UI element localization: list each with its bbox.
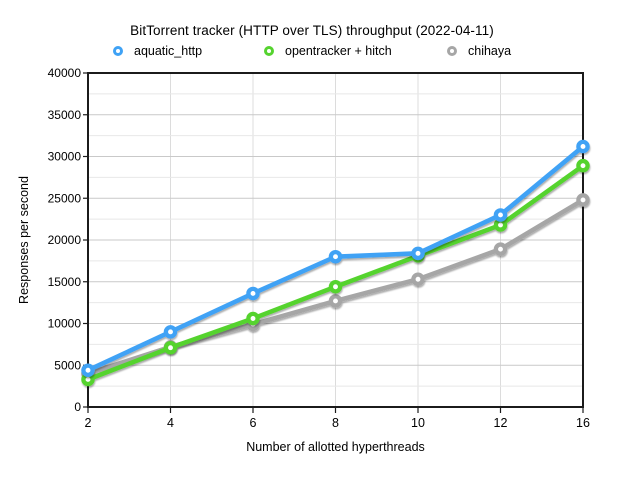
data-point-marker xyxy=(163,340,178,355)
legend-item-opentracker-hitch: opentracker + hitch xyxy=(264,44,392,58)
y-tick-label: 25000 xyxy=(48,191,82,205)
y-axis-title: Responses per second xyxy=(17,176,31,304)
y-tick-label: 5000 xyxy=(54,358,81,372)
data-point-marker xyxy=(493,208,508,222)
data-point-marker xyxy=(246,286,260,301)
y-tick-label: 30000 xyxy=(48,150,82,164)
legend-marker-circle-icon xyxy=(264,46,274,56)
x-axis-title: Number of allotted hyperthreads xyxy=(246,440,425,454)
y-tick-label: 0 xyxy=(74,400,81,414)
legend-item-chihaya: chihaya xyxy=(447,44,511,58)
x-tick-label: 12 xyxy=(494,416,508,430)
data-point-marker xyxy=(493,242,508,256)
data-point-marker xyxy=(576,193,590,207)
legend-label: chihaya xyxy=(468,44,512,58)
x-tick-label: 8 xyxy=(332,416,339,430)
data-point-marker xyxy=(163,325,178,339)
y-tick-label: 20000 xyxy=(48,233,82,247)
legend-item-aquatic-http: aquatic_http xyxy=(113,44,202,58)
x-tick-label: 10 xyxy=(411,416,425,430)
data-point-marker xyxy=(81,363,95,378)
data-point-marker xyxy=(328,249,343,264)
data-point-marker xyxy=(576,139,590,154)
legend-label: opentracker + hitch xyxy=(285,44,392,58)
data-point-marker xyxy=(411,246,425,261)
data-point-marker xyxy=(328,294,343,308)
legend-marker-circle-icon xyxy=(113,46,123,56)
legend-marker-circle-icon xyxy=(447,46,457,56)
data-point-marker xyxy=(576,158,590,173)
data-point-marker xyxy=(328,280,343,294)
y-tick-label: 35000 xyxy=(48,108,82,122)
data-point-marker xyxy=(493,218,508,232)
x-tick-label: 16 xyxy=(576,416,590,430)
x-tick-label: 6 xyxy=(250,416,257,430)
data-point-marker xyxy=(411,272,425,286)
data-point-marker xyxy=(246,311,260,326)
y-tick-label: 10000 xyxy=(48,317,82,331)
legend-label: aquatic_http xyxy=(134,44,203,58)
axis-frame xyxy=(87,72,584,408)
chart-title: BitTorrent tracker (HTTP over TLS) throu… xyxy=(130,23,494,38)
x-tick-label: 4 xyxy=(167,416,174,430)
y-tick-label: 40000 xyxy=(48,66,82,80)
y-tick-label: 15000 xyxy=(48,275,82,289)
series-aquatic-http xyxy=(81,139,590,378)
x-tick-label: 2 xyxy=(85,416,92,430)
